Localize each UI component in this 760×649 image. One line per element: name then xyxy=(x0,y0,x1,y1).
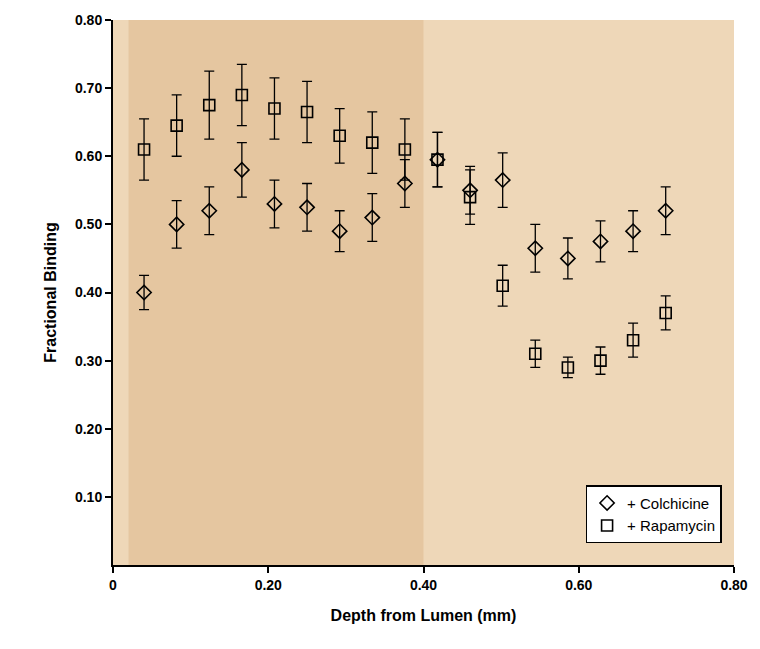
svg-text:0.80: 0.80 xyxy=(75,12,102,28)
svg-text:0.20: 0.20 xyxy=(75,421,102,437)
svg-text:+ Colchicine: + Colchicine xyxy=(627,495,709,512)
svg-text:0: 0 xyxy=(109,577,117,593)
svg-text:0.70: 0.70 xyxy=(75,80,102,96)
svg-text:+ Rapamycin: + Rapamycin xyxy=(627,517,715,534)
svg-text:Fractional Binding: Fractional Binding xyxy=(42,222,59,362)
svg-text:0.60: 0.60 xyxy=(75,148,102,164)
svg-text:0.60: 0.60 xyxy=(565,577,592,593)
svg-text:0.20: 0.20 xyxy=(255,577,282,593)
svg-text:0.80: 0.80 xyxy=(720,577,747,593)
svg-text:0.10: 0.10 xyxy=(75,489,102,505)
svg-text:0.40: 0.40 xyxy=(75,284,102,300)
svg-text:0.40: 0.40 xyxy=(410,577,437,593)
svg-text:0.50: 0.50 xyxy=(75,216,102,232)
svg-text:0.30: 0.30 xyxy=(75,353,102,369)
svg-text:Depth from Lumen (mm): Depth from Lumen (mm) xyxy=(331,607,517,624)
